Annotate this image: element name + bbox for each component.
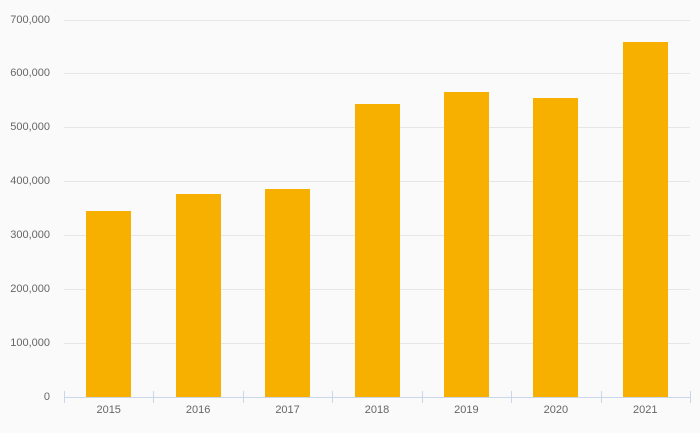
bar-2018[interactable] xyxy=(354,104,400,397)
y-axis-label: 400,000 xyxy=(10,175,50,188)
x-axis-label: 2020 xyxy=(543,404,569,416)
gridline xyxy=(64,19,690,21)
x-axis-tick xyxy=(421,391,423,403)
y-axis-label: 700,000 xyxy=(10,13,50,26)
y-axis-label: 600,000 xyxy=(10,67,50,80)
x-axis-label: 2019 xyxy=(454,404,479,416)
bar-2020[interactable] xyxy=(533,97,579,397)
x-axis-tick xyxy=(64,391,65,403)
y-axis-label: 200,000 xyxy=(10,282,50,295)
bar-2015[interactable] xyxy=(86,211,132,397)
x-axis-tick xyxy=(332,391,334,403)
x-axis-tick xyxy=(690,391,691,403)
x-axis-line xyxy=(64,397,691,398)
x-axis-tick xyxy=(511,391,513,403)
y-axis-label: 300,000 xyxy=(10,228,50,241)
y-axis-label: 0 xyxy=(43,390,50,403)
y-axis-label: 500,000 xyxy=(10,121,50,134)
x-axis-tick xyxy=(242,391,244,403)
x-axis-label: 2015 xyxy=(96,404,121,416)
y-axis-label: 100,000 xyxy=(10,336,50,349)
x-axis-label: 2018 xyxy=(364,404,390,416)
x-axis-label: 2016 xyxy=(185,404,211,416)
x-axis-label: 2017 xyxy=(275,404,300,416)
bar-2017[interactable] xyxy=(265,189,311,397)
gridline xyxy=(64,73,690,75)
bar-2019[interactable] xyxy=(443,92,489,397)
bar-2016[interactable] xyxy=(175,193,221,397)
x-axis-tick xyxy=(153,391,155,403)
x-axis-tick xyxy=(600,391,602,403)
bar-2021[interactable] xyxy=(622,42,668,397)
x-axis-label: 2021 xyxy=(633,404,658,416)
